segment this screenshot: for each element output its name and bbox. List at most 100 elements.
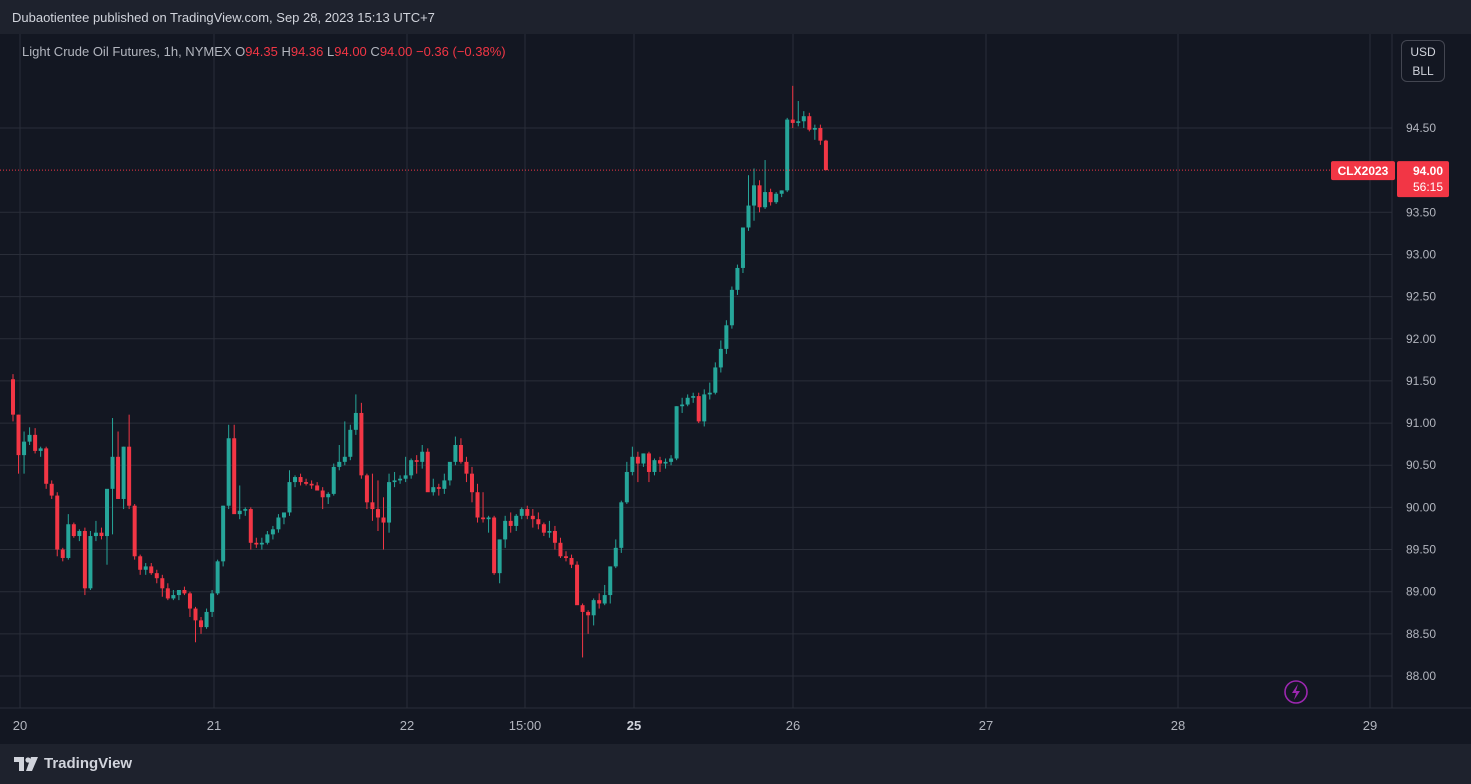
candle (569, 554, 574, 569)
candle (105, 488, 110, 565)
candle-body (265, 534, 270, 543)
price-tick-label: 93.00 (1406, 247, 1436, 261)
candle-body (536, 519, 541, 525)
candle (165, 583, 170, 601)
candle (93, 520, 98, 542)
candle-body (464, 461, 469, 474)
candle-body (796, 121, 801, 123)
candlestick-chart[interactable]: 88.00 88.50 89.00 89.50 90.00 90.50 91.00 91.50… (0, 34, 1471, 744)
candle (442, 473, 447, 494)
price-axis[interactable]: 88.00 88.50 89.00 89.50 90.00 90.50 91.00 91.50… (1406, 121, 1436, 683)
candle-body (27, 434, 32, 442)
candle (691, 392, 696, 403)
candle (77, 529, 82, 542)
candle-body (635, 456, 640, 464)
candle-body (613, 547, 618, 567)
time-tick-label: 22 (400, 718, 414, 733)
candle (519, 507, 524, 520)
candle-body (729, 289, 734, 326)
publish-header: Dubaotientee published on TradingView.co… (0, 0, 1471, 34)
time-tick-label: 21 (207, 718, 221, 733)
low-label: L (327, 44, 335, 59)
candle-body (353, 412, 358, 430)
candle (658, 456, 663, 472)
candle (254, 537, 259, 548)
candle-body (149, 566, 154, 574)
candle-body (77, 530, 82, 537)
candle-body (575, 564, 580, 606)
candle-body (580, 605, 585, 612)
candle (818, 124, 823, 145)
candle (713, 362, 718, 395)
candle-body (287, 482, 292, 513)
time-axis[interactable]: 20 21 22 15:00 25 26 27 28 29 (13, 718, 1377, 733)
candle (342, 421, 347, 466)
candle-body (11, 379, 15, 415)
candle-body (270, 529, 275, 535)
tradingview-brand[interactable]: TradingView (14, 755, 132, 772)
candle-body (774, 193, 779, 203)
candle (696, 392, 701, 424)
candle-body (757, 185, 762, 208)
candle-body (702, 394, 707, 422)
open-value: 94.35 (245, 44, 278, 59)
candle (403, 456, 408, 483)
candle-body (143, 566, 148, 570)
candle-body (602, 595, 607, 604)
candle-body (326, 493, 331, 498)
candle-body (680, 404, 685, 407)
chart-frame[interactable]: 88.00 88.50 89.00 89.50 90.00 90.50 91.00 91.50… (0, 34, 1471, 744)
candle-body (486, 517, 491, 520)
candle (110, 418, 115, 535)
candle-body (409, 460, 414, 476)
candle-body (331, 466, 336, 494)
lightning-icon-ring (1284, 680, 1308, 704)
candle (171, 590, 176, 601)
high-value: 94.36 (290, 44, 324, 59)
candle (259, 537, 264, 550)
grid (0, 34, 1471, 709)
close-label: C (370, 44, 380, 59)
candle (309, 480, 314, 489)
candle (281, 512, 286, 525)
candle (641, 453, 646, 467)
candle (586, 610, 591, 634)
symbol-legend[interactable]: Light Crude Oil Futures, 1h, NYMEX O94.3… (22, 44, 506, 59)
currency-unit-button[interactable]: USD BLL (1401, 40, 1445, 82)
candle-body (552, 530, 557, 543)
candle (630, 446, 635, 476)
candle-body (530, 515, 535, 520)
candle-body (193, 608, 198, 621)
candle (613, 539, 618, 569)
candle (801, 111, 806, 128)
candle-body (663, 461, 668, 464)
candle-body (348, 429, 353, 457)
candle-body (309, 483, 314, 486)
candle (481, 492, 486, 523)
candle-body (458, 444, 463, 462)
candle-body (110, 456, 115, 489)
candle (66, 514, 71, 560)
candle (558, 537, 563, 558)
candle (237, 485, 242, 520)
candle (138, 554, 143, 575)
candle-body (624, 471, 629, 503)
candle-body (293, 477, 298, 483)
candle-body (320, 490, 325, 498)
candle-body (22, 441, 27, 456)
candle-body (93, 532, 98, 537)
candle-body (746, 205, 751, 228)
candle (359, 402, 364, 479)
candle-body (71, 524, 76, 537)
lightning-icon[interactable] (1284, 680, 1308, 704)
candle-body (525, 509, 530, 516)
candle (707, 382, 712, 400)
candle-body (38, 448, 43, 451)
footer-bar (0, 744, 1471, 784)
candle (602, 584, 607, 606)
price-marker-value: 94.00 (1413, 164, 1443, 178)
candle (646, 451, 651, 483)
candle-body (248, 509, 253, 543)
candle-body (558, 542, 563, 557)
candle (298, 473, 303, 486)
